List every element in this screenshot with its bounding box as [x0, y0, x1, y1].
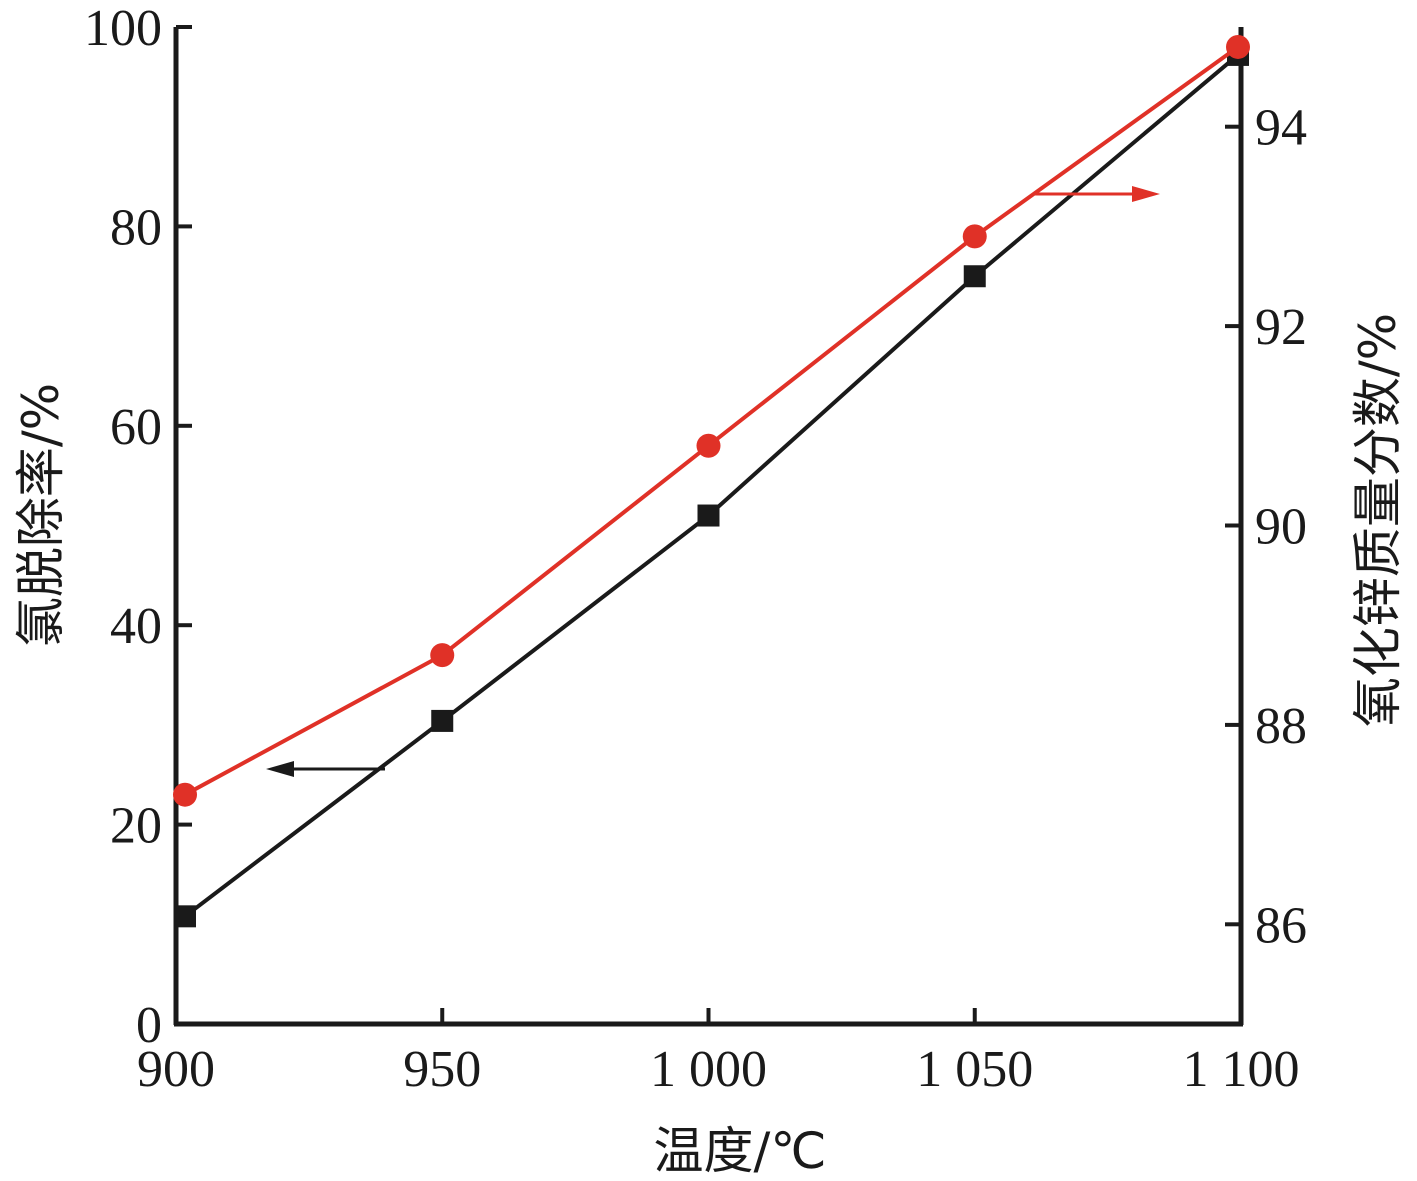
left-y-tick-label: 20 — [110, 798, 162, 855]
right-y-tick-label: 90 — [1255, 499, 1307, 556]
square-data-point — [431, 709, 454, 732]
right-y-tick-label: 88 — [1255, 698, 1307, 755]
square-data-point — [697, 504, 720, 527]
left-y-axis-title: 氯脱除率/% — [12, 383, 70, 647]
indicator-arrows — [266, 186, 1160, 777]
x-tick-label: 1 000 — [650, 1041, 767, 1098]
ticks: 0 20 40 60 80 100 86 88 90 92 94 900 950 1 000 1 050 1 … — [84, 0, 1307, 1098]
right-y-axis-title: 氧化锌质量分数/% — [1349, 313, 1407, 727]
series-line-chlorine-removal — [183, 53, 1240, 918]
square-data-point — [963, 265, 986, 288]
circle-data-point — [696, 433, 721, 458]
right-pointing-arrow-head — [1132, 186, 1160, 202]
x-tick-label: 1 100 — [1183, 1041, 1300, 1098]
series-line-zno-content — [184, 45, 1240, 797]
left-pointing-arrow-head — [266, 761, 294, 777]
circle-data-point — [173, 782, 197, 807]
left-y-tick-label: 80 — [110, 199, 162, 256]
left-y-tick-label: 100 — [84, 0, 162, 57]
circle-data-point — [1226, 34, 1250, 59]
right-y-tick-label: 86 — [1255, 897, 1307, 954]
circle-data-point — [430, 643, 455, 668]
circle-data-point — [962, 224, 987, 249]
right-y-tick-label: 92 — [1255, 299, 1307, 356]
right-y-tick-label: 94 — [1255, 100, 1307, 157]
square-data-point — [174, 905, 196, 928]
x-tick-label: 1 050 — [916, 1041, 1033, 1098]
left-y-tick-label: 60 — [110, 399, 162, 456]
left-y-tick-label: 0 — [136, 997, 162, 1054]
x-axis-title: 温度/℃ — [654, 1122, 827, 1180]
x-tick-label: 950 — [403, 1041, 481, 1098]
left-y-tick-label: 40 — [110, 598, 162, 655]
series-layer — [173, 34, 1250, 928]
x-tick-label: 900 — [137, 1041, 215, 1098]
